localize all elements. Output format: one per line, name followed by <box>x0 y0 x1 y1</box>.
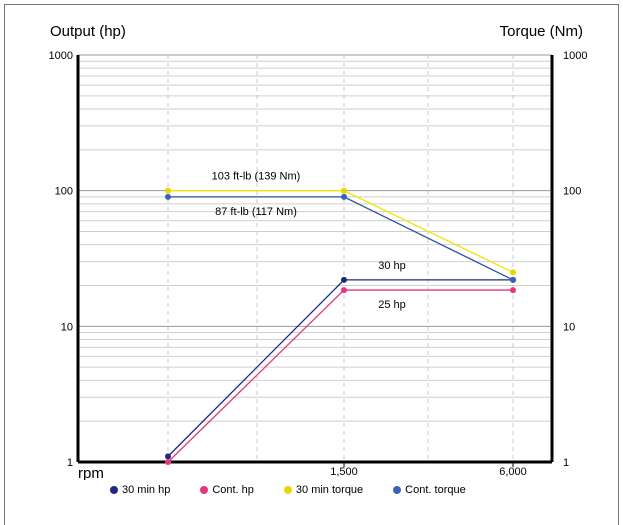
series-line <box>167 279 513 457</box>
data-point <box>510 287 516 294</box>
data-point <box>510 276 516 283</box>
data-point <box>510 269 516 276</box>
y-tick-label-left: 1000 <box>49 50 73 62</box>
left-axis-title: Output (hp) <box>50 23 126 40</box>
data-point <box>165 187 171 194</box>
data-point <box>341 276 347 283</box>
y-tick-label-right: 100 <box>563 186 581 198</box>
x-axis-title: rpm <box>78 465 104 480</box>
legend-item: Cont. torque <box>393 484 466 496</box>
chart-canvas: Output (hp) Torque (Nm) rpm 1 1 10 10 100 100 100… <box>49 23 588 480</box>
x-tick-label: 6,000 <box>499 466 527 478</box>
legend-item: 30 min hp <box>110 484 170 496</box>
y-tick-label-left: 10 <box>61 321 73 333</box>
data-point <box>341 193 347 200</box>
y-tick-label-right: 1000 <box>563 50 587 62</box>
legend-item: 30 min torque <box>283 484 364 496</box>
series-line <box>167 289 513 463</box>
data-point <box>341 287 347 294</box>
y-tick-label-right: 10 <box>563 321 575 333</box>
chart-annotation: 25 hp <box>378 299 406 311</box>
legend-label: Cont. torque <box>405 484 466 496</box>
y-tick-label-left: 1 <box>67 457 73 469</box>
chart-annotation: 30 hp <box>378 260 406 272</box>
legend-marker <box>393 486 402 494</box>
y-tick-label-right: 1 <box>563 457 569 469</box>
data-point <box>341 187 347 194</box>
data-point <box>165 459 171 465</box>
legend-item: Cont. hp <box>200 484 254 496</box>
chart-frame <box>4 4 619 525</box>
legend-marker <box>200 486 209 494</box>
x-tick-label: 1,500 <box>330 466 358 478</box>
data-point <box>165 193 171 200</box>
chart-legend: 30 min hp Cont. hp 30 min torque Cont. torq… <box>110 484 482 496</box>
chart-annotation: 103 ft-lb (139 Nm) <box>212 171 301 183</box>
legend-label: Cont. hp <box>212 484 254 496</box>
y-tick-label-left: 100 <box>55 186 73 198</box>
right-axis-title: Torque (Nm) <box>500 23 583 40</box>
chart-annotation: 87 ft-lb (117 Nm) <box>215 206 297 218</box>
legend-label: 30 min torque <box>295 484 364 496</box>
data-point <box>165 453 171 460</box>
legend-marker <box>110 486 118 494</box>
legend-marker <box>283 486 292 494</box>
legend-label: 30 min hp <box>122 484 171 496</box>
